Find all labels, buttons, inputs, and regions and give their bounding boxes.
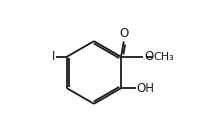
Text: I: I [52,50,55,63]
Text: CH₃: CH₃ [154,52,174,62]
Text: O: O [144,50,153,63]
Text: O: O [119,27,128,40]
Text: OH: OH [136,82,154,95]
